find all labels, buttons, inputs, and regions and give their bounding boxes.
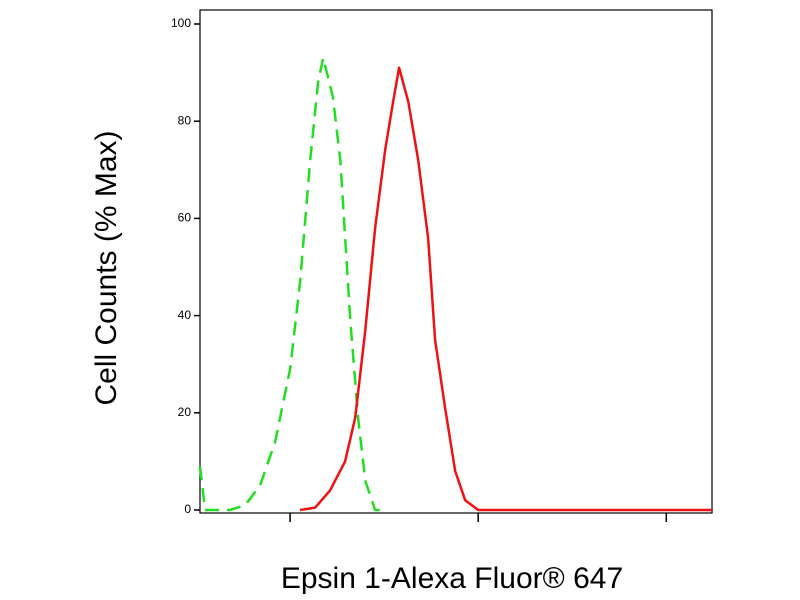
y-axis-label: Cell Counts (% Max) [90, 130, 123, 405]
plot-frame [199, 9, 713, 514]
y-tick-label: 100 [171, 16, 191, 30]
y-tick-label: 60 [178, 211, 192, 225]
y-tick-label: 80 [178, 113, 192, 127]
y-tick-label: 40 [178, 308, 192, 322]
series-line [299, 66, 712, 512]
x-axis-label: Epsin 1-Alexa Fluor® 647 [281, 562, 623, 595]
y-tick-label: 20 [178, 405, 192, 419]
series-line [198, 56, 386, 512]
y-tick-label: 0 [184, 502, 191, 516]
